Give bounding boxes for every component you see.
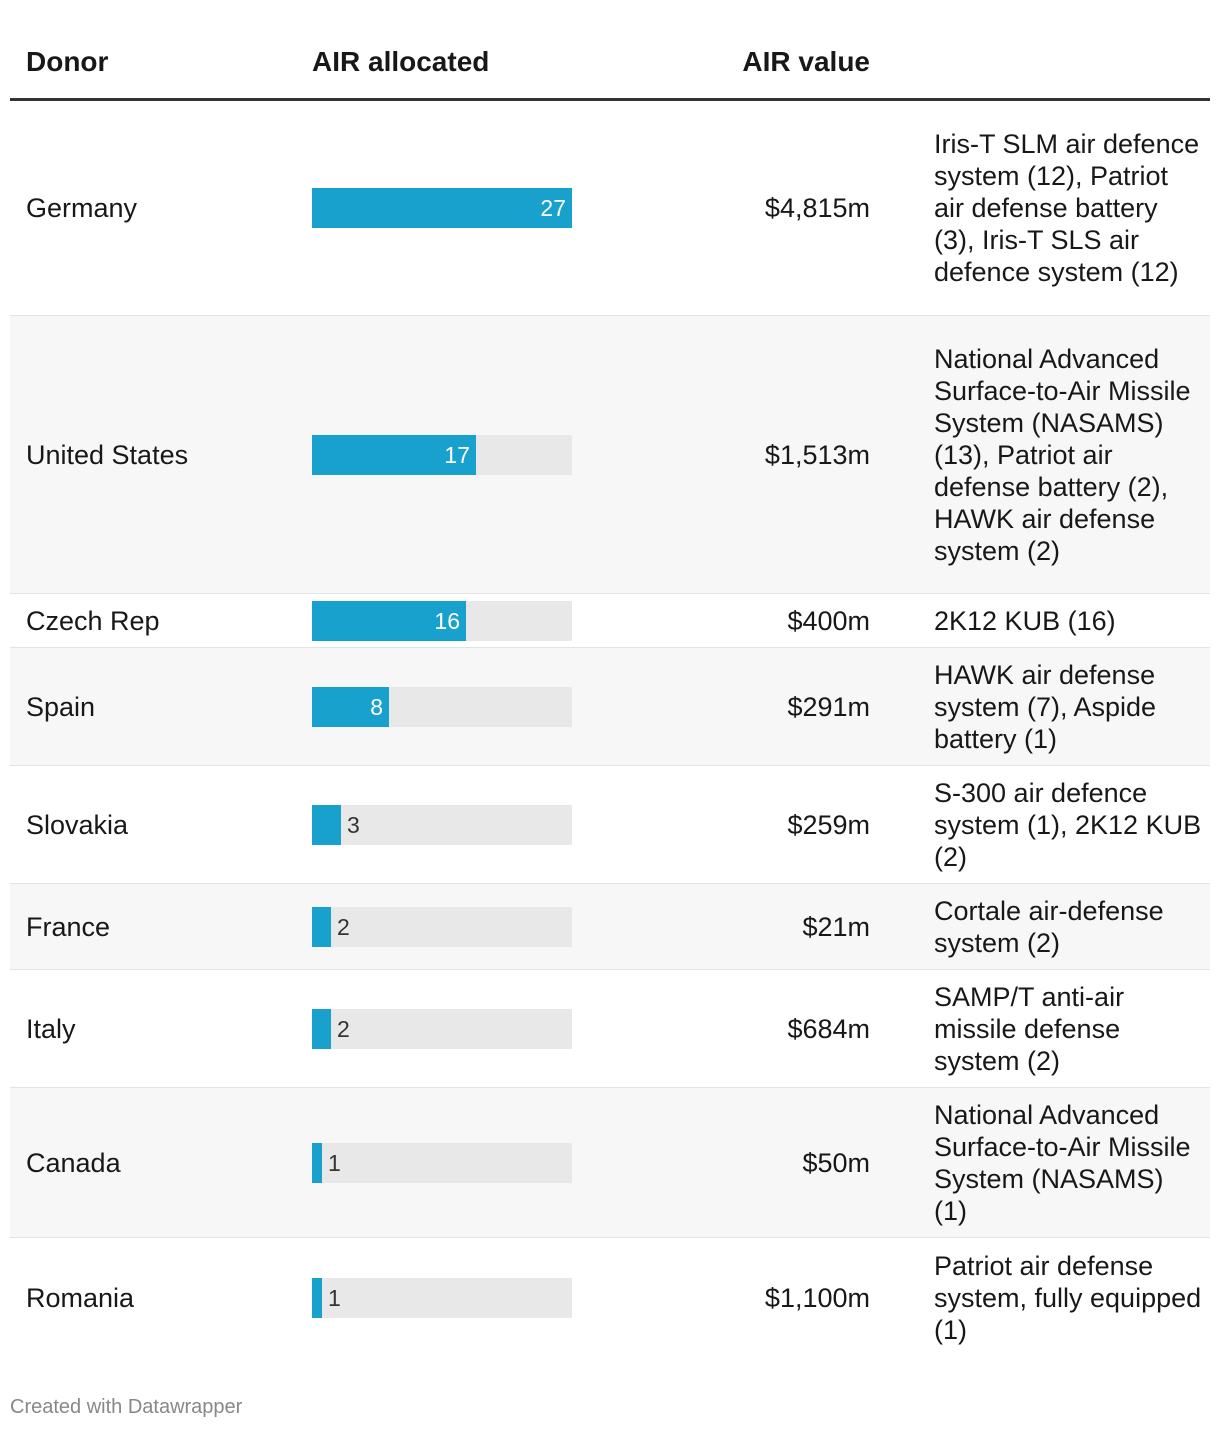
table-row: United States 17 $1,513m National Advanced … [10, 316, 1210, 594]
air-value-cell: $684m [787, 1013, 870, 1044]
table-row: Romania 1 $1,100m Patriot air defense syste… [10, 1238, 1210, 1358]
systems-cell: Cortale air-defense system (2) [934, 895, 1164, 958]
bar [312, 434, 476, 475]
table-row: Canada 1 $50m National Advanced Surface-to-… [10, 1088, 1210, 1238]
bar-value-label: 8 [370, 693, 383, 720]
bar-value-label: 3 [347, 811, 360, 838]
donor-cell: Italy [26, 1013, 76, 1044]
donor-cell: France [26, 911, 111, 942]
air-value-cell: $1,100m [764, 1283, 870, 1313]
systems-cell: Patriot air defense system, fully equipp… [934, 1251, 1202, 1345]
header-air-value: AIR value [742, 46, 870, 77]
bar [312, 686, 389, 727]
bar-track: 27 [312, 188, 572, 228]
systems-cell: SAMP/T anti-air missile defense system (… [934, 981, 1125, 1076]
systems-cell: 2K12 KUB (16) [934, 605, 1116, 636]
table-row: Italy 2 $684m SAMP/T anti-air missile defen… [10, 970, 1210, 1088]
table-row: Slovakia 3 $259m S-300 air defence system (… [10, 766, 1210, 884]
footer-credit: Created with Datawrapper [10, 1396, 243, 1418]
table-header: Donor AIR allocated AIR value [10, 0, 1210, 101]
donor-cell: Slovakia [26, 809, 129, 840]
table-row: Spain 8 $291m HAWK air defense system (7), … [10, 648, 1210, 766]
bar-value-label: 16 [434, 607, 460, 634]
bar-value-label: 1 [328, 1149, 341, 1176]
bar-track: 1 [312, 1278, 572, 1318]
bar-track: 3 [312, 804, 572, 845]
header-air-allocated: AIR allocated [312, 46, 490, 77]
donor-cell: Romania [26, 1283, 135, 1313]
bar-track: 2 [312, 906, 572, 947]
bar-value-label: 1 [328, 1285, 341, 1311]
air-value-cell: $1,513m [764, 439, 870, 470]
bar-track: 1 [312, 1142, 572, 1183]
bar-value-label: 2 [337, 913, 350, 940]
air-value-cell: $21m [802, 911, 870, 942]
bar [312, 188, 572, 228]
table-row: France 2 $21m Cortale air-defense system (2… [10, 884, 1210, 970]
systems-cell: National Advanced Surface-to-Air Missile… [934, 1099, 1191, 1226]
donor-cell: Spain [26, 691, 96, 722]
air-value-cell: $291m [787, 691, 870, 722]
systems-cell: HAWK air defense system (7), Aspide batt… [934, 659, 1157, 754]
bar-track: 16 [312, 600, 572, 641]
bar-value-label: 27 [540, 195, 566, 221]
systems-cell: National Advanced Surface-to-Air Missile… [934, 343, 1191, 566]
bar-track: 8 [312, 686, 572, 727]
data-table: Donor AIR allocated AIR value Germany 27 $… [10, 0, 1210, 1358]
table-row: Germany 27 $4,815m Iris-T SLM air defence s… [10, 101, 1210, 316]
systems-cell: Iris-T SLM air defence system (12), Patr… [934, 129, 1200, 287]
air-value-cell: $50m [802, 1147, 870, 1178]
bar [312, 1278, 322, 1318]
table-row: Czech Rep 16 $400m 2K12 KUB (16) [10, 594, 1210, 648]
air-value-cell: $400m [787, 605, 870, 636]
bar-track: 2 [312, 1008, 572, 1049]
donor-cell: Czech Rep [26, 605, 160, 636]
donor-cell: United States [26, 439, 189, 470]
air-value-cell: $4,815m [764, 193, 870, 223]
header-donor: Donor [26, 46, 109, 77]
donor-cell: Germany [26, 193, 138, 223]
air-value-cell: $259m [787, 809, 870, 840]
bar [312, 804, 341, 845]
systems-cell: S-300 air defence system (1), 2K12 KUB (… [934, 777, 1202, 872]
bar-value-label: 17 [444, 441, 470, 468]
bar [312, 600, 466, 641]
bar [312, 1142, 322, 1183]
bar [312, 906, 331, 947]
donor-cell: Canada [26, 1147, 121, 1178]
bar-track: 17 [312, 434, 572, 475]
bar-value-label: 2 [337, 1015, 350, 1042]
bar [312, 1008, 331, 1049]
table-body: Germany 27 $4,815m Iris-T SLM air defence s… [10, 101, 1210, 1358]
